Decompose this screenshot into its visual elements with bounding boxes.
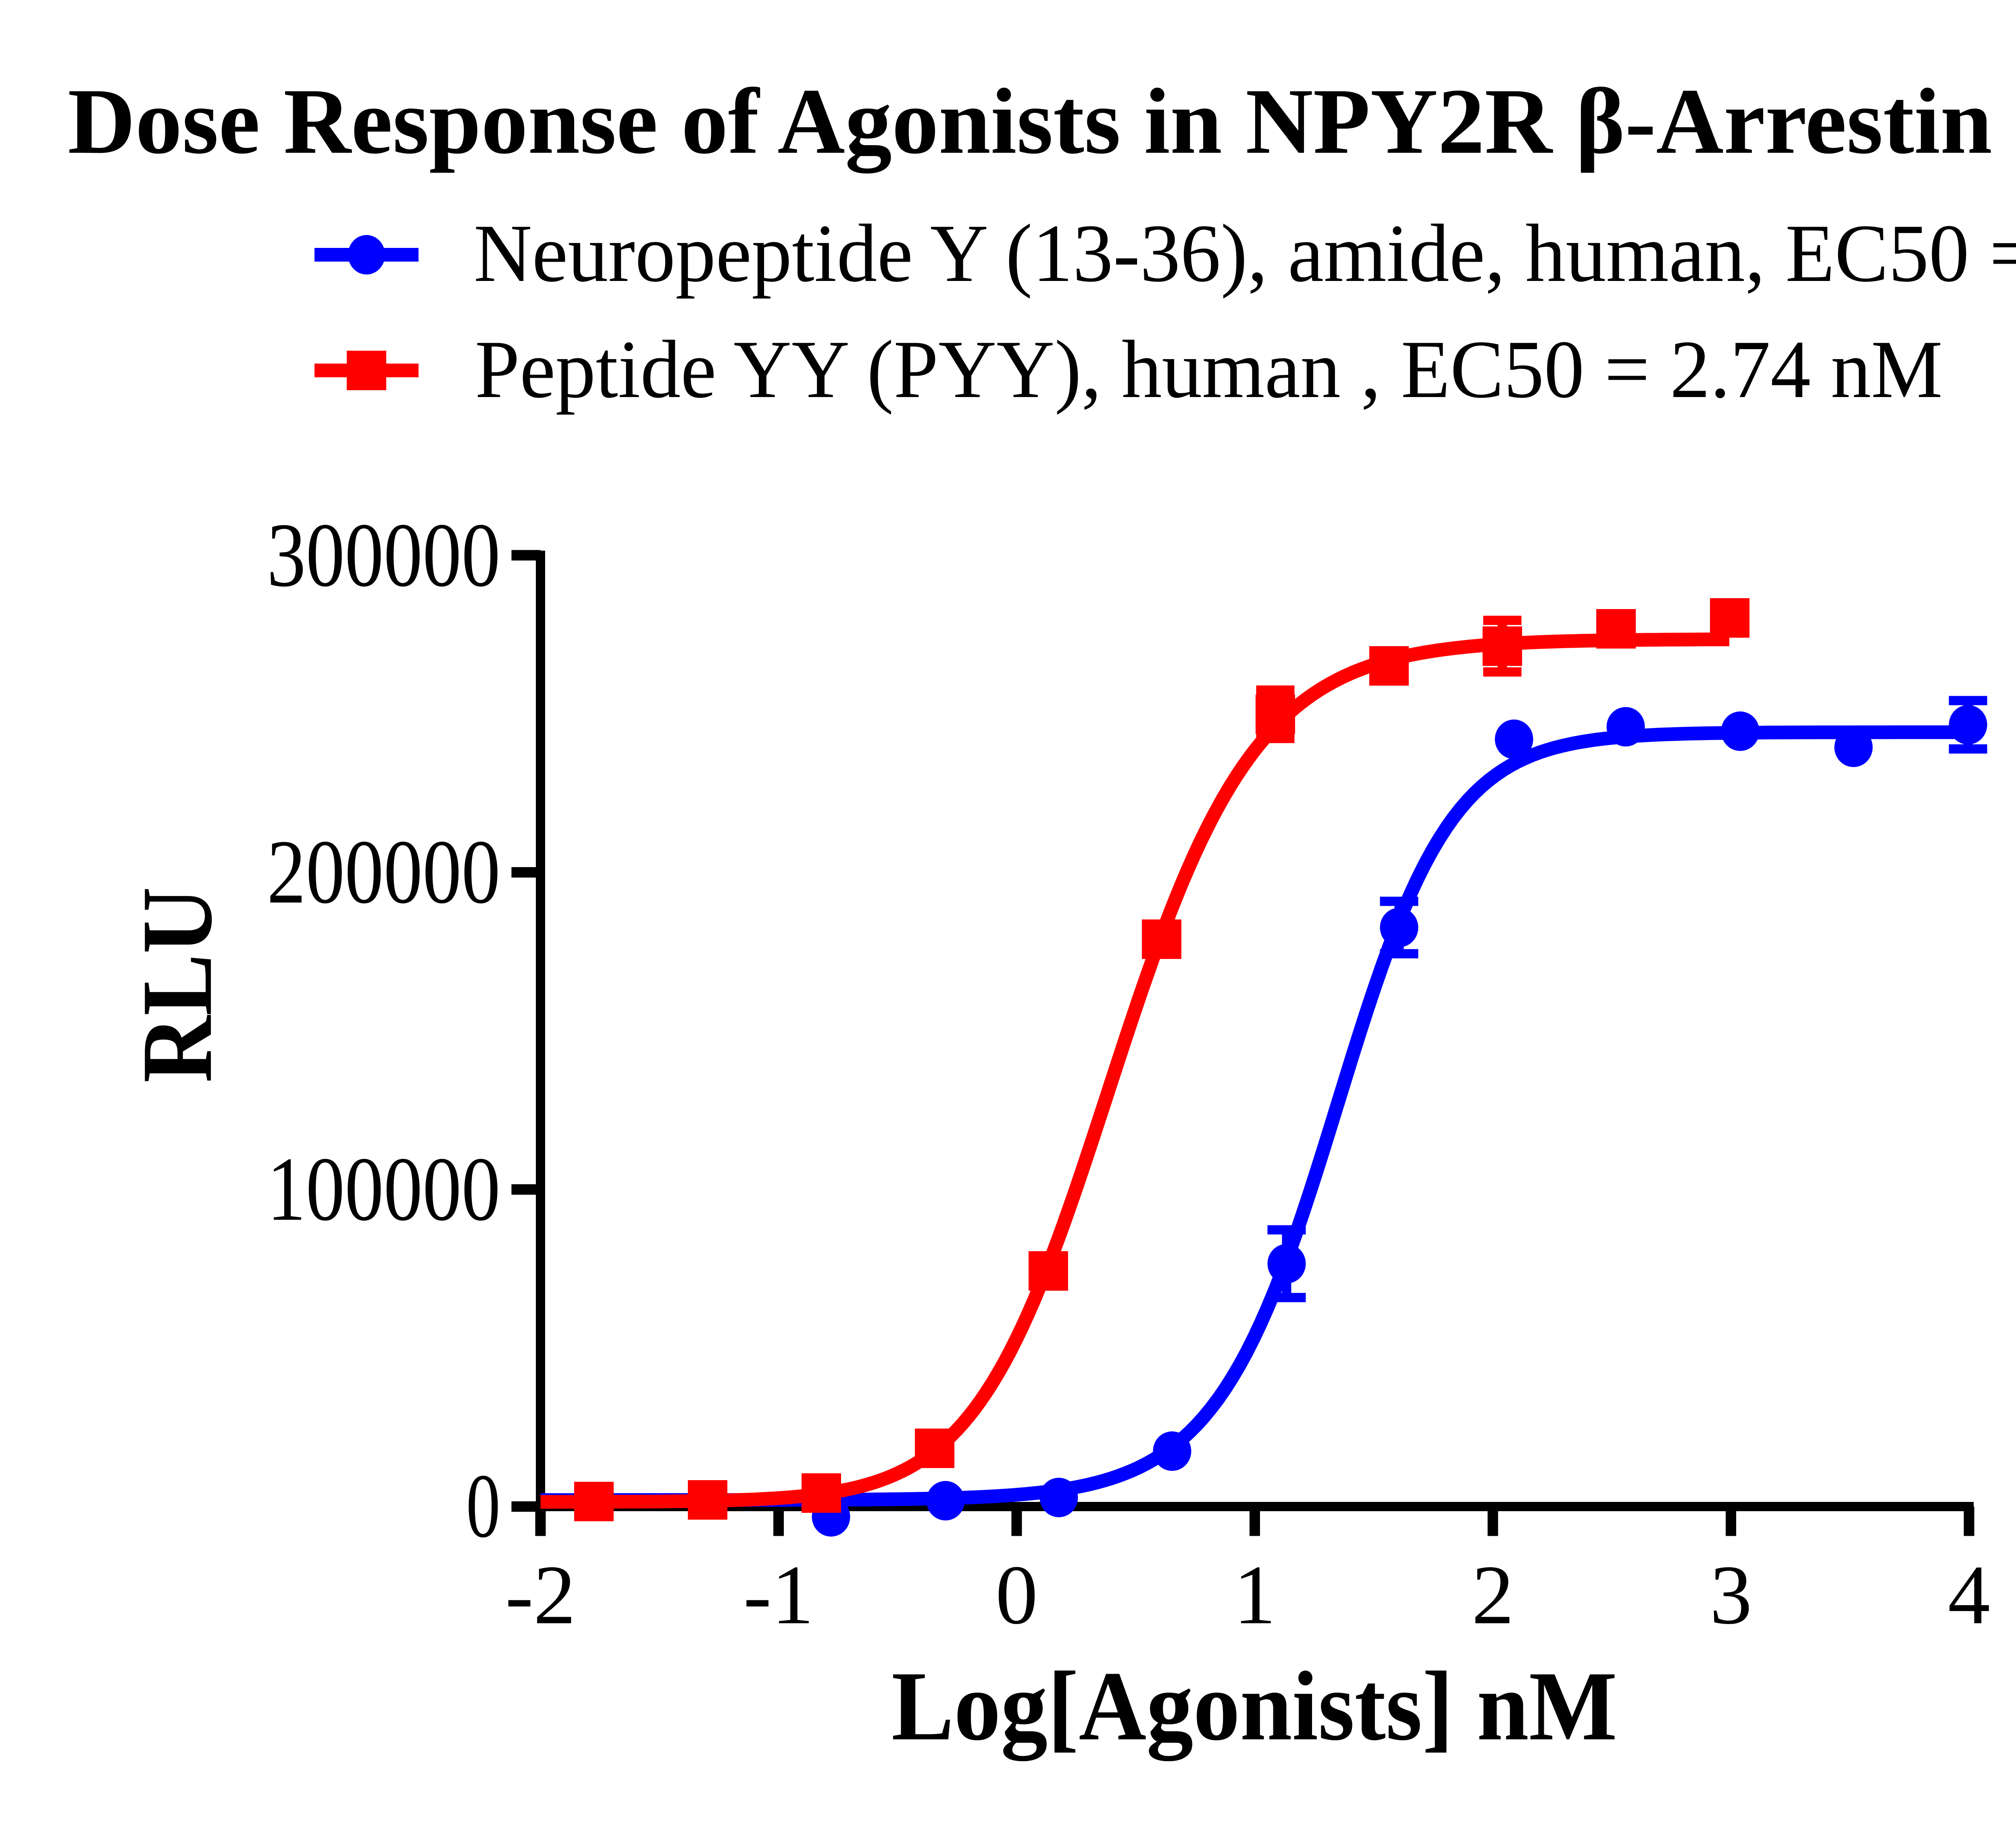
svg-text:Log[Agonists] nM: Log[Agonists] nM xyxy=(891,1651,1617,1761)
svg-text:2: 2 xyxy=(1472,1548,1514,1642)
svg-text:0: 0 xyxy=(466,1456,500,1557)
svg-text:Peptide YY (PYY), human , EC50: Peptide YY (PYY), human , EC50 = 2.74 nM xyxy=(475,324,1943,415)
svg-text:0: 0 xyxy=(996,1548,1038,1642)
svg-text:Dose Response of Agonists in N: Dose Response of Agonists in NPY2R β-Arr… xyxy=(68,69,2016,174)
svg-text:200000: 200000 xyxy=(267,821,500,923)
svg-text:100000: 100000 xyxy=(267,1139,500,1240)
svg-text:-2: -2 xyxy=(505,1548,576,1642)
svg-text:1: 1 xyxy=(1234,1548,1276,1642)
svg-text:3: 3 xyxy=(1710,1548,1752,1642)
svg-text:Neuropeptide Y (13-36), amide,: Neuropeptide Y (13-36), amide, human, EC… xyxy=(474,208,2016,299)
svg-text:RLU: RLU xyxy=(121,887,233,1083)
svg-text:300000: 300000 xyxy=(267,505,500,606)
svg-text:-1: -1 xyxy=(744,1548,814,1642)
svg-text:4: 4 xyxy=(1948,1548,1990,1642)
